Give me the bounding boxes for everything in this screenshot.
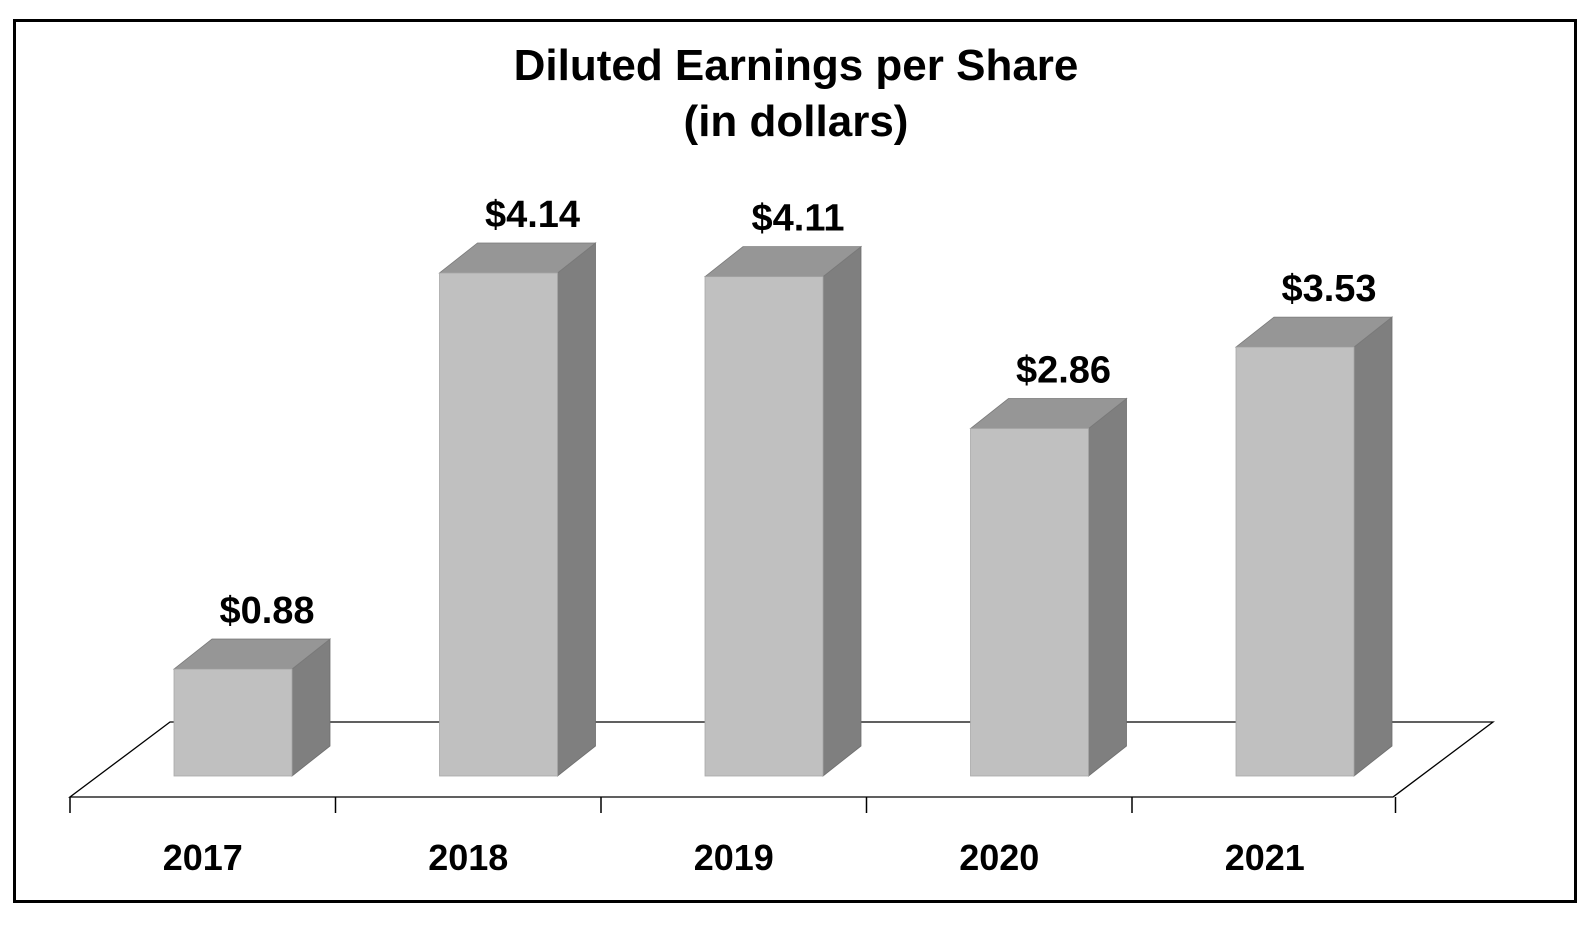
bar <box>969 397 1128 777</box>
x-tick-label: 2021 <box>1225 837 1305 878</box>
data-label: $3.53 <box>1281 268 1376 310</box>
bar-front <box>704 276 824 777</box>
data-label: $0.88 <box>219 590 314 632</box>
bar <box>438 242 597 777</box>
bar-side <box>1353 316 1393 777</box>
x-tick-label: 2020 <box>959 837 1039 878</box>
bar-front <box>1235 346 1355 777</box>
bar <box>1234 316 1394 777</box>
chart-title-block: Diluted Earnings per Share (in dollars) <box>0 38 1592 150</box>
bar <box>172 638 332 777</box>
bar-side <box>1088 397 1127 777</box>
x-tick-label: 2017 <box>163 837 243 878</box>
bar-series <box>172 242 1394 777</box>
bar <box>703 245 863 777</box>
chart-title: Diluted Earnings per Share <box>513 41 1079 90</box>
bar-front <box>970 428 1089 777</box>
data-label: $4.11 <box>752 198 845 240</box>
x-axis-labels: 2017 2018 2019 2020 2021 <box>163 837 1305 878</box>
x-tick-label: 2018 <box>428 837 508 878</box>
data-label: $2.86 <box>1016 350 1111 392</box>
data-label: $4.14 <box>485 194 580 236</box>
bar-front <box>173 668 293 777</box>
data-labels: $0.88 $4.14 $4.11 $2.86 $3.53 <box>219 194 1376 632</box>
bar-front <box>439 272 558 777</box>
chart-subtitle: (in dollars) <box>683 97 909 146</box>
bar-side <box>822 245 862 777</box>
x-tick-label: 2019 <box>694 837 774 878</box>
bar-side <box>557 242 596 777</box>
